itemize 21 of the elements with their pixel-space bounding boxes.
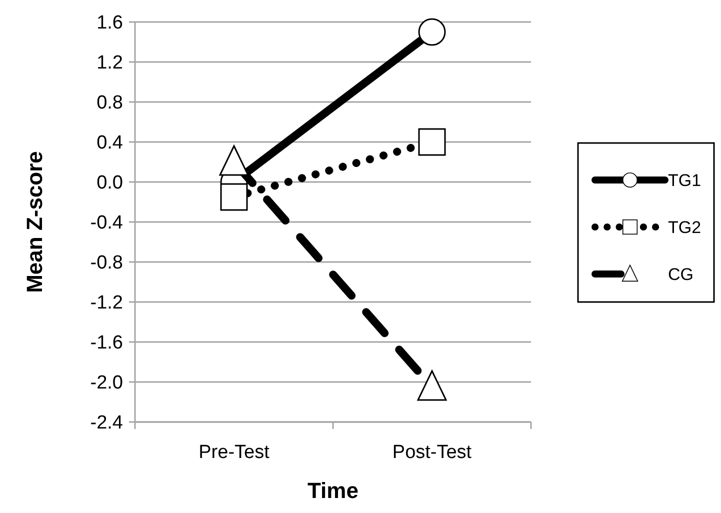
y-tick-label: 0.0 bbox=[96, 172, 123, 194]
y-tick-label: 0.8 bbox=[96, 92, 123, 114]
x-tick-label: Pre-Test bbox=[198, 442, 270, 463]
point bbox=[220, 183, 248, 211]
y-tick-label: 1.2 bbox=[96, 52, 123, 74]
legend-label: TG2 bbox=[668, 218, 702, 237]
y-tick-label: -1.2 bbox=[90, 292, 123, 314]
x-tick-label: Post-Test bbox=[392, 442, 472, 463]
y-tick-label: -0.8 bbox=[90, 252, 123, 274]
point bbox=[418, 18, 446, 46]
y-tick-label: -2.4 bbox=[90, 412, 124, 434]
y-tick-label: -2.0 bbox=[90, 372, 123, 394]
y-tick-label: 1.6 bbox=[96, 12, 123, 34]
legend-label: CG bbox=[668, 264, 694, 284]
y-tick-label: -0.4 bbox=[90, 212, 124, 234]
point bbox=[418, 128, 446, 156]
y-tick-label: -1.6 bbox=[90, 332, 123, 354]
y-axis-title: Mean Z-score bbox=[22, 151, 47, 293]
y-tick-label: 0.4 bbox=[96, 132, 124, 154]
legend-label: TG1 bbox=[668, 170, 702, 190]
x-axis-title: Time bbox=[308, 478, 358, 503]
